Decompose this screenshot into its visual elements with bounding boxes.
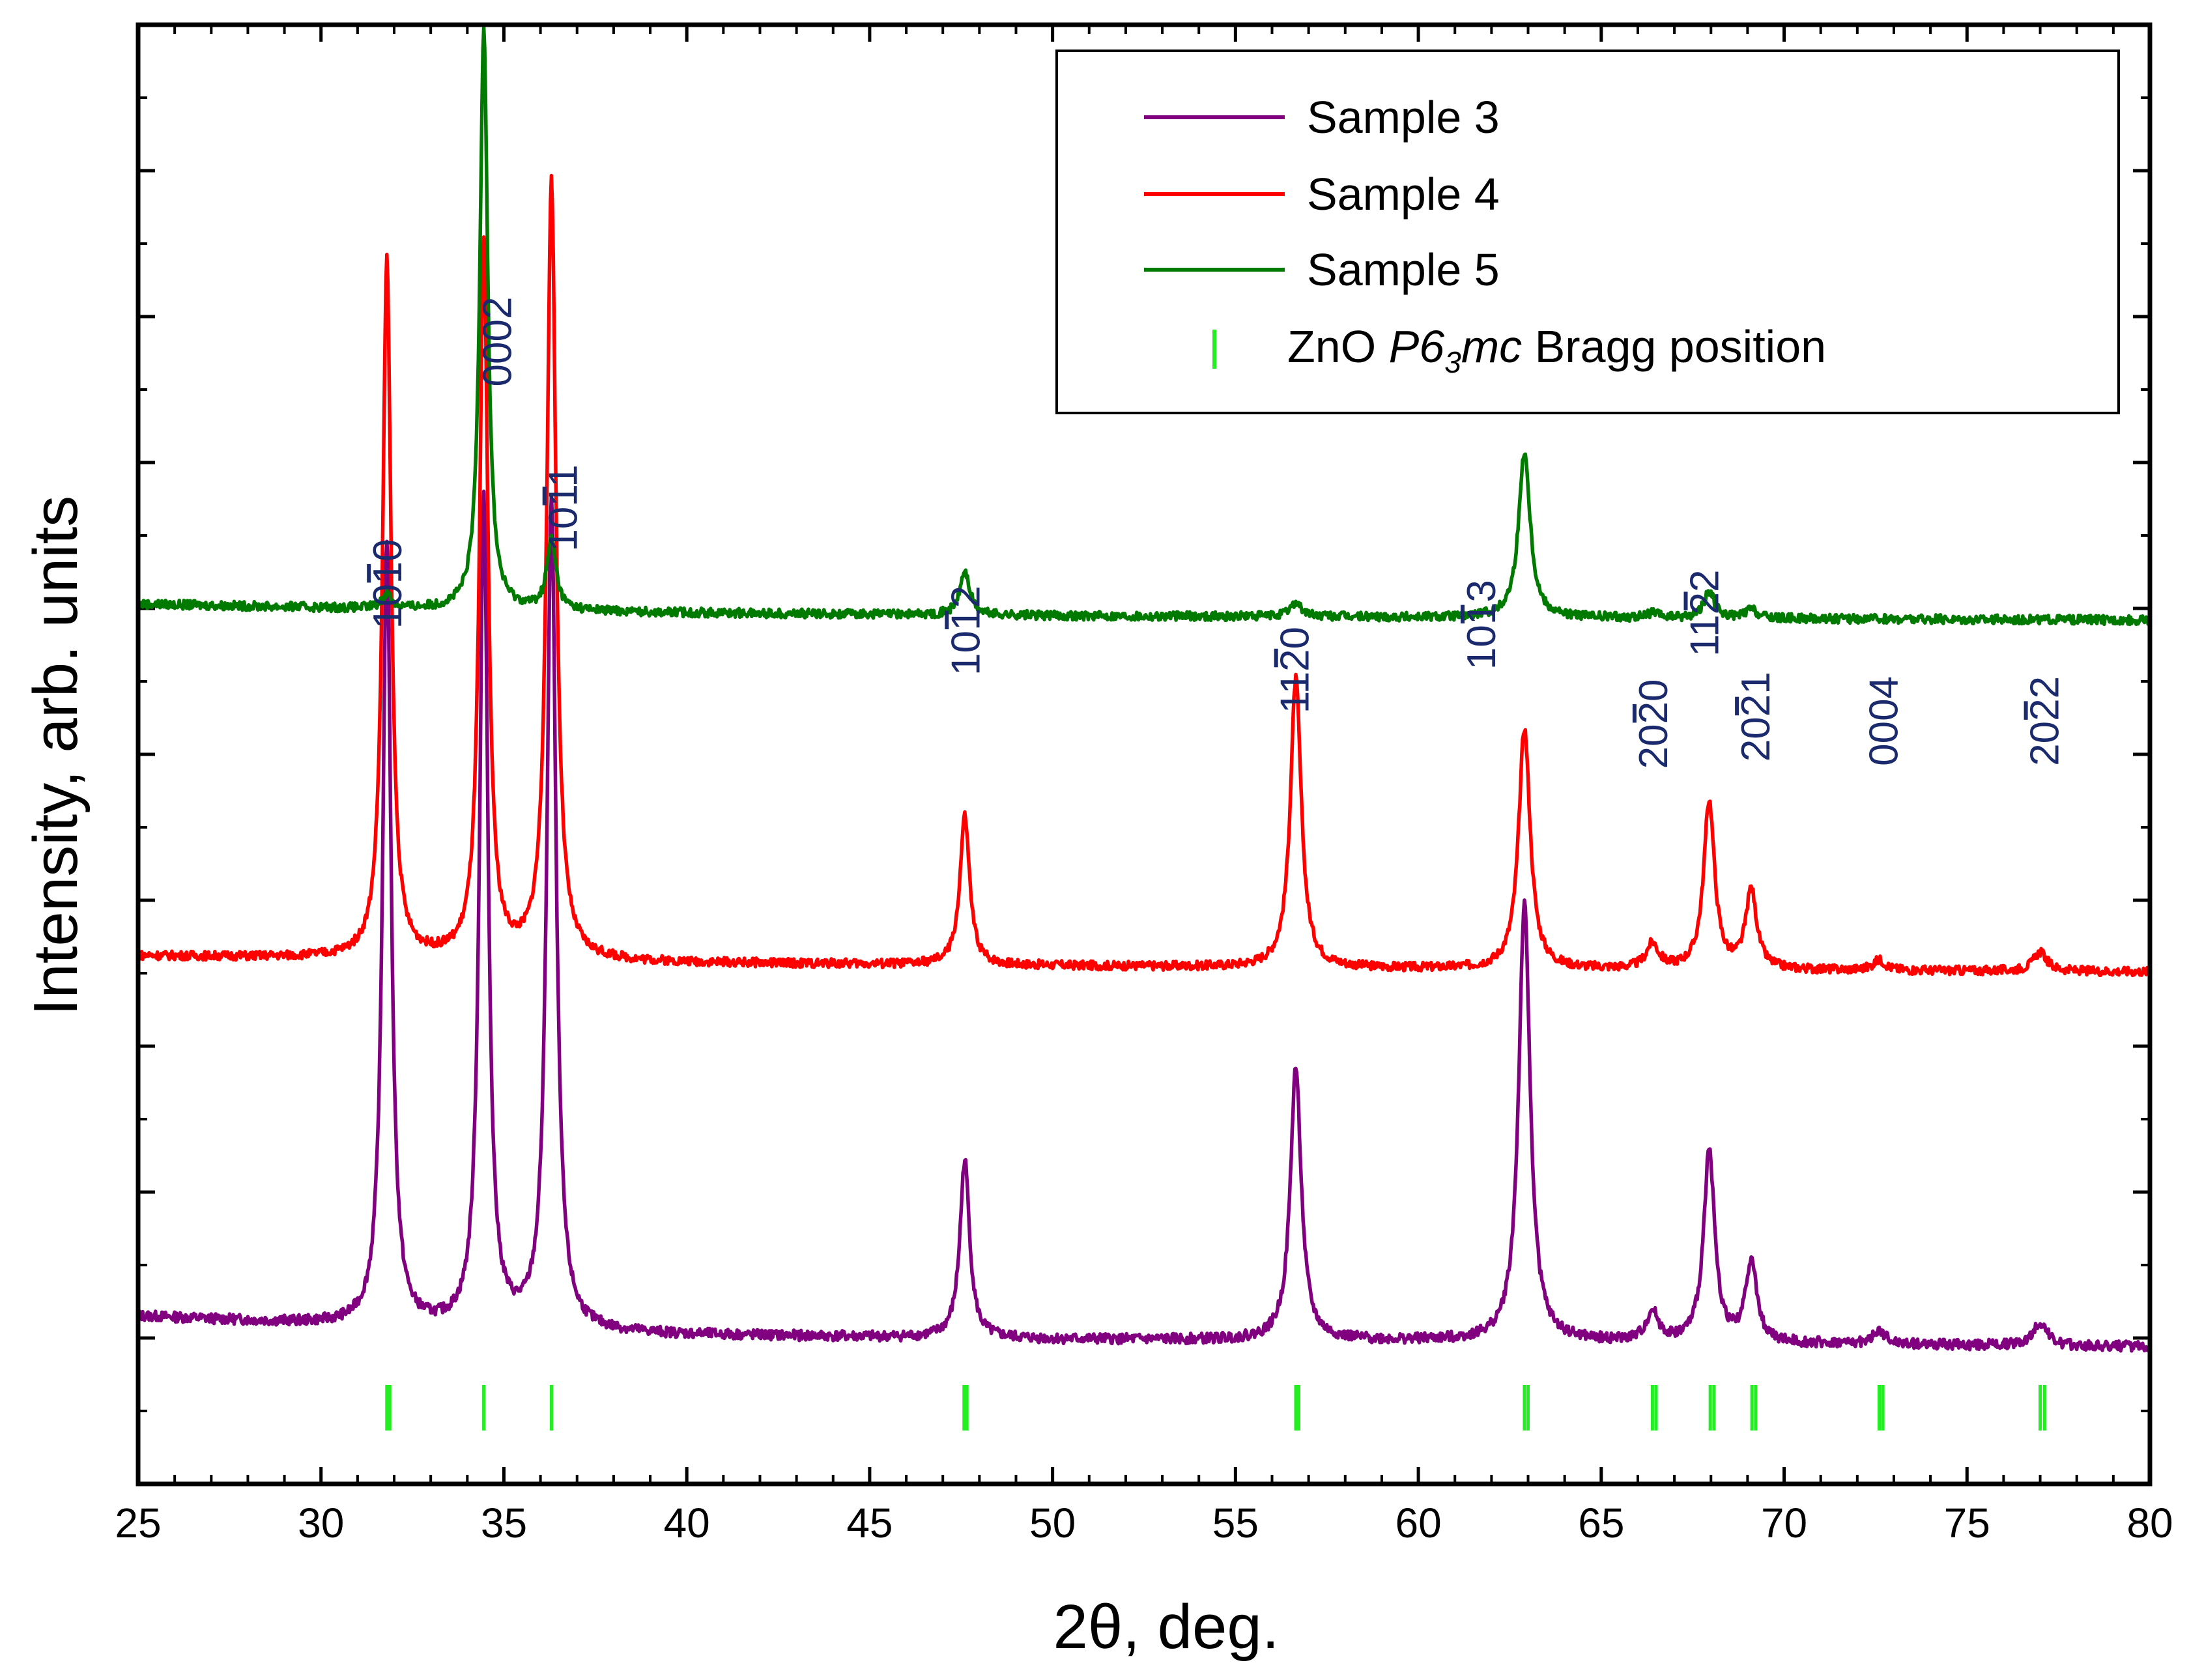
legend-bragg-subscript: 3 (1444, 345, 1461, 379)
peak-label-group: 1010 (365, 539, 410, 629)
peak-label-group: 1120 (1273, 627, 1318, 713)
legend-label-sample-3: Sample 3 (1307, 92, 1500, 143)
peak-label: 1120 (1273, 627, 1318, 713)
peak-label-group: 1013 (1459, 580, 1504, 670)
x-tick-label: 70 (1761, 1500, 1807, 1546)
legend-bragg-suffix: Bragg position (1522, 321, 1826, 372)
peak-label: 1122 (1683, 570, 1728, 657)
x-tick-label: 35 (481, 1500, 527, 1546)
series-line-sample-3 (136, 489, 2151, 1353)
peak-label-group: 1011 (541, 464, 586, 551)
x-tick-label: 50 (1029, 1500, 1076, 1546)
plot-frame (136, 22, 2153, 1487)
legend-bragg-prefix: ZnO (1287, 321, 1389, 372)
bragg-position-ticks (385, 1385, 2046, 1431)
peak-label-group: 0002 (476, 297, 521, 387)
x-axis-title: 2θ, deg. (1053, 1592, 1280, 1662)
peak-label: 0002 (476, 297, 521, 387)
x-tick-label: 80 (2126, 1500, 2173, 1546)
x-tick-label: 55 (1212, 1500, 1259, 1546)
x-tick-label: 25 (115, 1500, 161, 1546)
x-tick-label: 75 (1944, 1500, 1990, 1546)
x-tick-label: 30 (298, 1500, 344, 1546)
legend-bragg-group: P6 (1389, 321, 1445, 372)
peak-label-group: 2020 (1631, 679, 1676, 769)
legend-box (1055, 50, 2120, 414)
legend: Sample 3 Sample 4 Sample 5 ZnO P63mc Bra… (1055, 50, 2120, 414)
series-line-sample-5 (136, 25, 2152, 627)
peak-label: 0004 (1862, 676, 1907, 766)
legend-label-sample-4: Sample 4 (1307, 169, 1500, 220)
x-tick-label: 40 (664, 1500, 710, 1546)
x-tick-labels: 25 30 35 40 45 50 55 60 65 70 75 80 (115, 1500, 2173, 1546)
legend-label-bragg: ZnO P63mc Bragg position (1287, 321, 1826, 379)
y-axis-title: Intensity, arb. units (21, 496, 91, 1016)
peak-label-group: 1012 (943, 586, 988, 676)
series-line-sample-4 (137, 173, 2152, 978)
peak-label-group: 2021 (1734, 672, 1779, 762)
peak-label: 2022 (2023, 676, 2068, 766)
peak-label-group: 0004 (1862, 676, 1907, 766)
x-tick-label: 60 (1395, 1500, 1441, 1546)
peak-label: 2020 (1631, 679, 1676, 769)
x-tick-label: 45 (846, 1500, 893, 1546)
x-tick-label: 65 (1578, 1500, 1624, 1546)
legend-label-sample-5: Sample 5 (1307, 244, 1500, 295)
peak-label: 1010 (365, 539, 410, 629)
data-series (136, 25, 2152, 1353)
peak-label: 1011 (541, 464, 586, 551)
peak-label: 2021 (1734, 672, 1779, 762)
peak-label: 1012 (943, 586, 988, 676)
peak-label: 1013 (1459, 580, 1504, 670)
legend-bragg-group-end: mc (1461, 321, 1522, 372)
peak-label-group: 1122 (1683, 570, 1728, 657)
peak-label-group: 2022 (2023, 676, 2068, 766)
